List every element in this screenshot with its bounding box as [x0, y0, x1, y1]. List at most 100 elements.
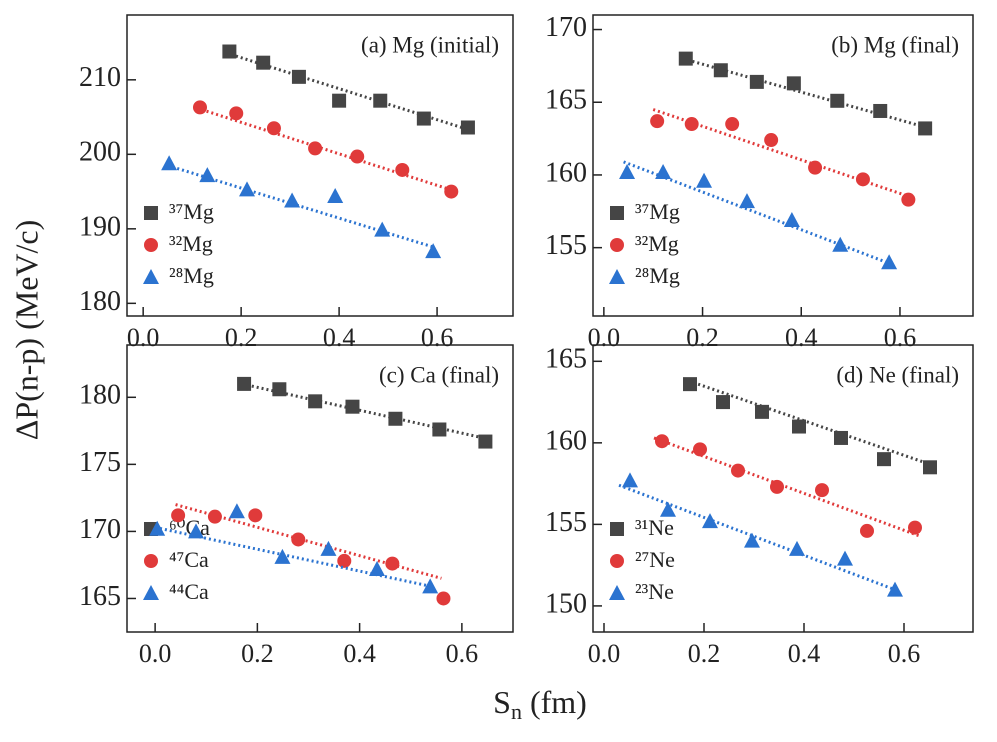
marker-triangle	[789, 540, 805, 556]
marker-circle	[395, 162, 410, 177]
marker-triangle	[188, 523, 205, 539]
legend-label: ²³Ne	[635, 579, 674, 604]
marker-triangle	[837, 550, 853, 566]
legend-label: ³⁷Mg	[169, 199, 214, 224]
plot-frame	[126, 344, 514, 633]
y-tick-label: 165	[545, 344, 587, 375]
marker-circle	[764, 133, 779, 148]
fit-line	[653, 436, 920, 538]
plot-frame	[592, 14, 974, 317]
marker-circle	[860, 523, 874, 538]
marker-circle	[684, 117, 699, 132]
y-tick-label: 165	[545, 85, 587, 116]
plot-frame	[126, 14, 514, 317]
legend-label: ³²Mg	[169, 231, 213, 256]
marker-circle	[444, 184, 459, 199]
marker-triangle	[161, 155, 178, 171]
x-tick-label: 0.4	[323, 323, 356, 352]
y-tick-label: 150	[545, 588, 587, 619]
marker-square	[786, 76, 801, 91]
marker-triangle	[199, 167, 216, 183]
x-tick-label: 0.0	[127, 323, 160, 352]
marker-square	[749, 74, 764, 89]
legend-label: ⁴⁷Ca	[169, 547, 209, 572]
marker-circle	[144, 238, 158, 252]
legend-label: ²⁸Mg	[169, 263, 214, 288]
marker-circle	[610, 554, 624, 568]
x-tick-label: 0.2	[686, 323, 719, 352]
marker-circle	[770, 479, 784, 494]
panel-title: (c) Ca (final)	[379, 362, 499, 387]
marker-triangle	[609, 585, 625, 600]
x-tick-label: 0.2	[241, 639, 274, 668]
x-tick-label: 0.4	[785, 323, 818, 352]
legend-label: ³²Mg	[635, 231, 679, 256]
marker-circle	[815, 483, 829, 498]
x-tick-label: 0.2	[688, 639, 721, 668]
marker-circle	[385, 556, 400, 571]
marker-square	[918, 121, 933, 136]
marker-circle	[610, 238, 624, 252]
marker-circle	[855, 172, 870, 187]
x-axis-label: Sn (fm)	[493, 684, 587, 724]
marker-triangle	[702, 513, 718, 529]
marker-triangle	[738, 193, 755, 209]
marker-triangle	[143, 585, 159, 600]
y-tick-label: 180	[79, 380, 121, 411]
marker-triangle	[284, 192, 301, 208]
marker-triangle	[327, 188, 344, 204]
marker-circle	[229, 106, 244, 121]
panel-title: (b) Mg (final)	[831, 32, 959, 57]
marker-triangle	[228, 503, 245, 519]
marker-square	[345, 399, 360, 414]
y-tick-label: 160	[545, 425, 587, 456]
marker-square	[237, 376, 252, 391]
marker-triangle	[783, 212, 800, 228]
marker-square	[222, 44, 237, 59]
fit-line	[683, 377, 935, 468]
y-tick-label: 155	[545, 507, 587, 538]
marker-square	[610, 522, 624, 536]
marker-triangle	[622, 472, 638, 488]
x-tick-label: 0.4	[788, 639, 821, 668]
marker-circle	[693, 442, 707, 457]
marker-triangle	[619, 164, 636, 180]
marker-square	[332, 93, 347, 108]
marker-square	[683, 377, 697, 392]
marker-triangle	[320, 540, 337, 556]
marker-triangle	[655, 164, 672, 180]
marker-triangle	[832, 236, 849, 252]
panel-title: (d) Ne (final)	[836, 362, 959, 387]
marker-circle	[248, 508, 263, 523]
marker-square	[610, 206, 624, 220]
marker-circle	[308, 141, 323, 156]
marker-triangle	[369, 560, 386, 576]
x-tick-label: 0.6	[888, 639, 921, 668]
marker-square	[478, 434, 493, 449]
marker-circle	[731, 463, 745, 478]
x-tick-label: 0.0	[588, 639, 621, 668]
marker-triangle	[425, 243, 442, 259]
fit-line	[154, 525, 432, 588]
marker-square	[716, 395, 730, 410]
marker-triangle	[696, 172, 713, 188]
marker-circle	[808, 160, 823, 175]
plot-frame	[592, 344, 974, 633]
legend-label: ³⁷Mg	[635, 199, 680, 224]
marker-circle	[266, 121, 281, 136]
y-tick-label: 170	[79, 514, 121, 545]
marker-circle	[337, 553, 352, 568]
marker-triangle	[239, 181, 256, 197]
marker-circle	[207, 509, 222, 524]
marker-circle	[171, 508, 186, 523]
y-tick-label: 180	[79, 286, 121, 317]
y-tick-label: 190	[79, 211, 121, 242]
marker-square	[308, 394, 323, 409]
marker-circle	[192, 100, 207, 115]
marker-square	[792, 419, 806, 434]
marker-square	[432, 422, 447, 437]
marker-circle	[725, 117, 740, 132]
marker-square	[873, 103, 888, 118]
marker-circle	[908, 520, 922, 535]
